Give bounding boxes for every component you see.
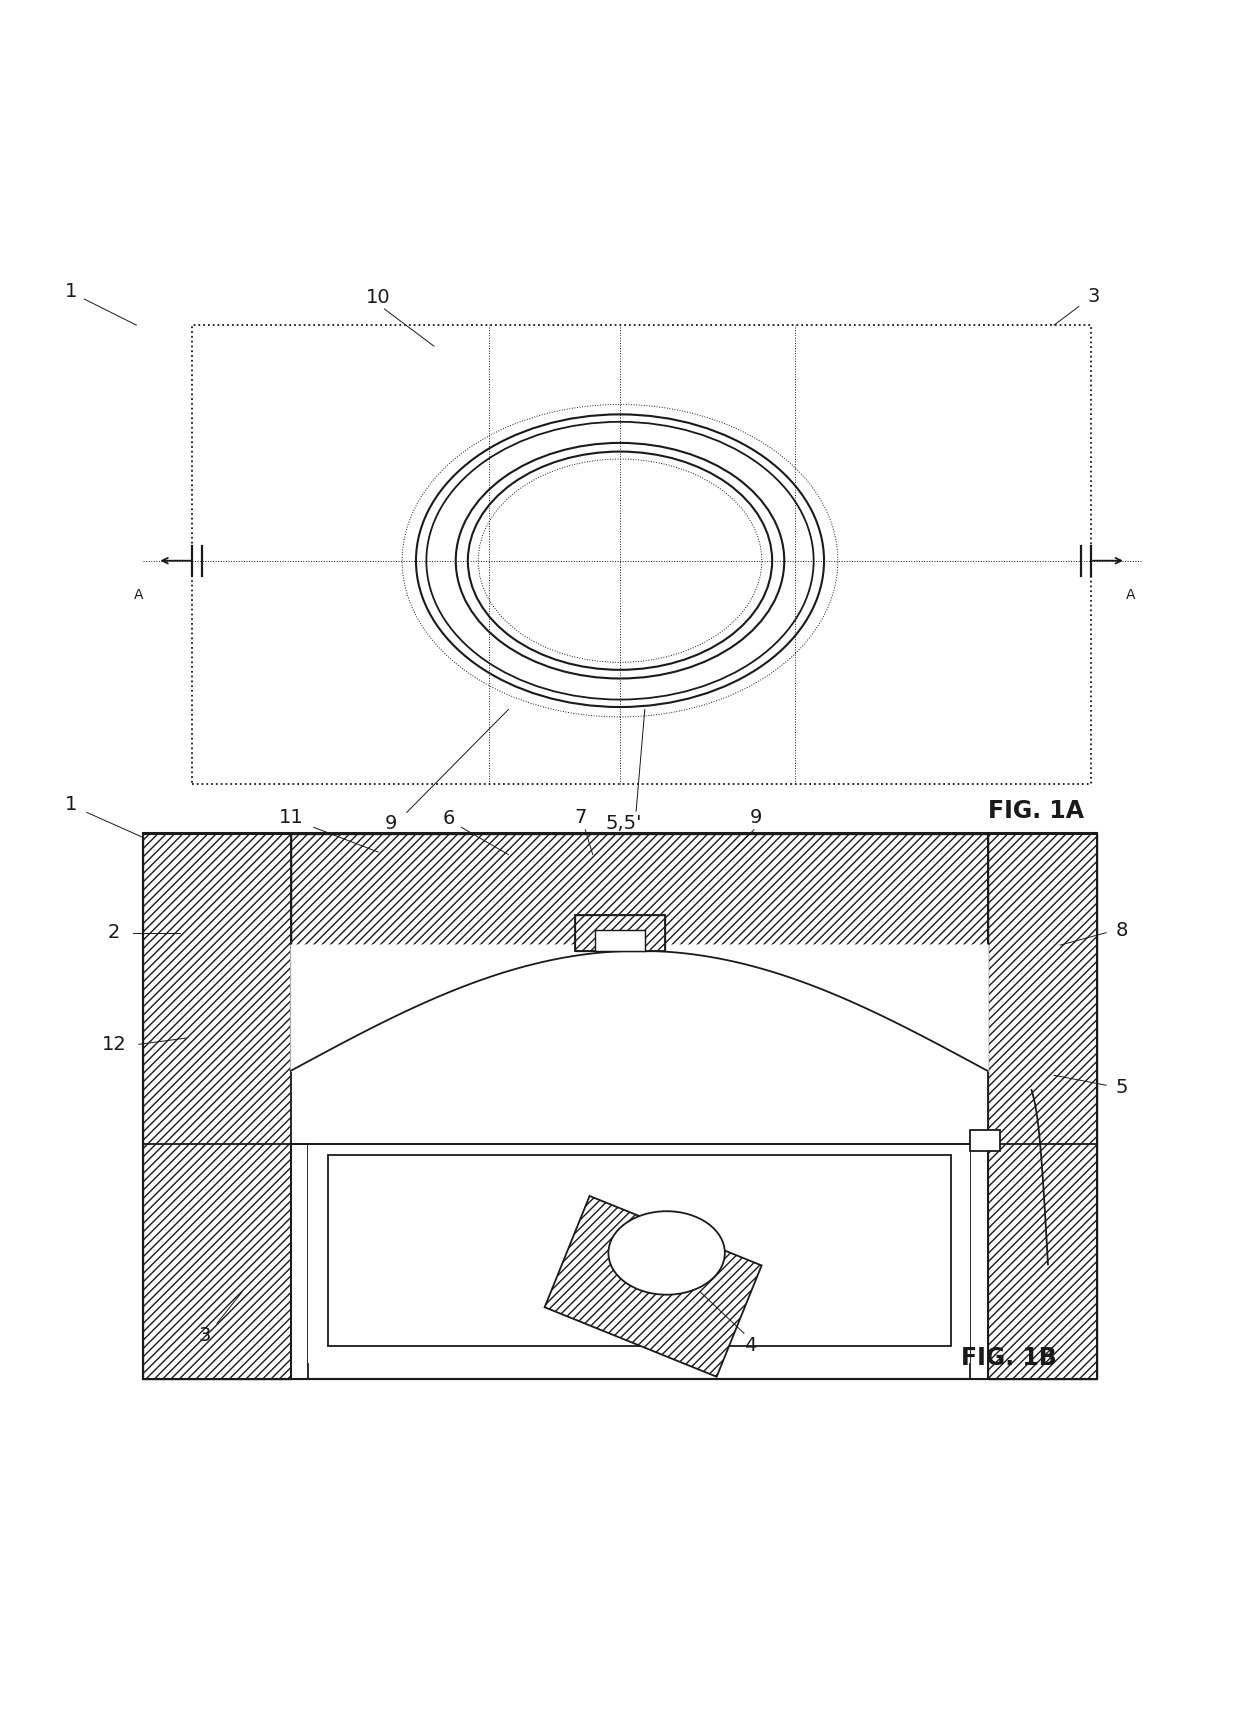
- Bar: [290, 833, 987, 951]
- Text: 9: 9: [750, 807, 763, 826]
- Bar: [143, 833, 290, 1380]
- Text: 3: 3: [1087, 287, 1100, 306]
- Text: 9: 9: [384, 814, 397, 833]
- Text: 5: 5: [1116, 1079, 1128, 1098]
- Bar: [290, 833, 987, 951]
- Text: 6: 6: [443, 809, 455, 828]
- Text: 11: 11: [279, 807, 304, 826]
- Bar: [574, 915, 666, 951]
- Bar: [290, 1145, 308, 1380]
- Text: 8: 8: [1116, 922, 1128, 941]
- Bar: [574, 915, 666, 951]
- Bar: [595, 930, 645, 951]
- Polygon shape: [544, 1196, 761, 1376]
- Bar: [327, 1155, 951, 1347]
- Bar: [143, 833, 1097, 1380]
- Text: 10: 10: [366, 289, 391, 308]
- Text: 3: 3: [198, 1326, 211, 1345]
- Text: 7: 7: [574, 807, 587, 826]
- Text: 2: 2: [108, 923, 120, 942]
- Text: FIG. 1A: FIG. 1A: [988, 799, 1084, 823]
- Text: 5,5': 5,5': [605, 814, 642, 833]
- Text: A: A: [1126, 588, 1136, 602]
- Bar: [143, 833, 290, 1380]
- Bar: [987, 833, 1097, 1380]
- Text: 12: 12: [102, 1034, 126, 1053]
- Bar: [987, 833, 1097, 1380]
- Bar: [574, 915, 666, 951]
- Bar: [143, 833, 290, 1380]
- Text: 1: 1: [64, 282, 77, 301]
- Bar: [308, 1145, 971, 1362]
- Bar: [970, 1131, 1001, 1152]
- Text: A: A: [134, 588, 144, 602]
- Bar: [290, 951, 987, 1145]
- Bar: [971, 1145, 987, 1380]
- Text: 1: 1: [64, 795, 77, 814]
- Bar: [987, 833, 1097, 1380]
- Ellipse shape: [609, 1212, 725, 1295]
- Bar: [290, 833, 987, 951]
- Text: 4: 4: [744, 1337, 756, 1356]
- Text: FIG. 1B: FIG. 1B: [961, 1345, 1056, 1369]
